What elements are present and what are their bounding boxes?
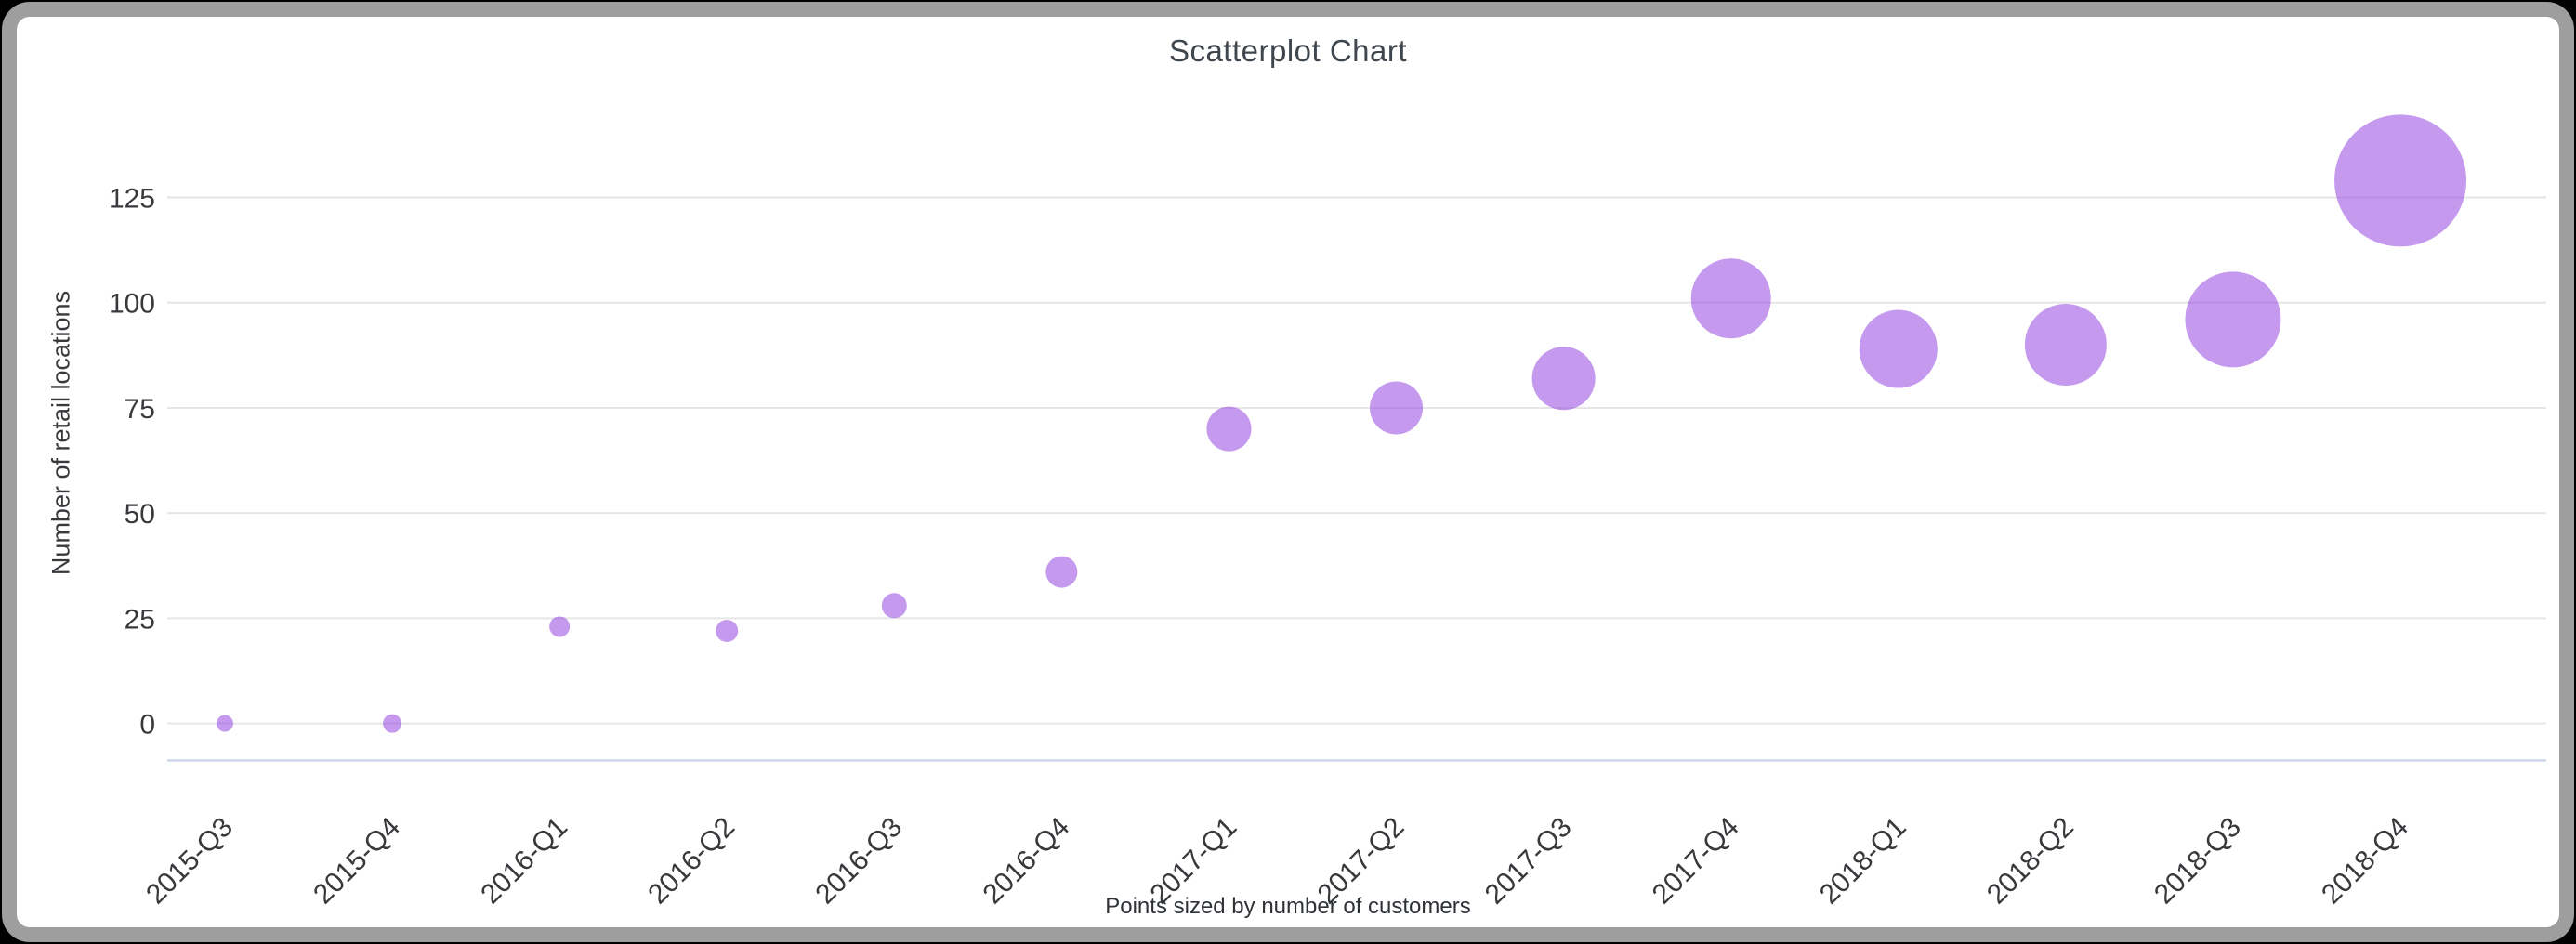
data-point[interactable] xyxy=(1045,556,1078,588)
data-point[interactable] xyxy=(1690,258,1771,339)
chart-caption: Points sized by number of customers xyxy=(1105,894,1471,919)
data-point[interactable] xyxy=(2334,114,2467,247)
y-tick-label: 125 xyxy=(109,184,155,215)
data-point[interactable] xyxy=(383,714,402,733)
data-point[interactable] xyxy=(1206,406,1252,452)
data-point[interactable] xyxy=(716,619,739,642)
data-point[interactable] xyxy=(881,593,907,619)
y-tick-label: 75 xyxy=(125,394,155,425)
data-point[interactable] xyxy=(217,715,233,732)
data-point[interactable] xyxy=(1859,309,1938,388)
data-point[interactable] xyxy=(549,616,571,637)
data-point[interactable] xyxy=(2024,304,2107,387)
y-tick-label: 50 xyxy=(125,499,155,530)
data-point[interactable] xyxy=(1370,381,1424,435)
data-point[interactable] xyxy=(2185,271,2281,368)
y-tick-label: 0 xyxy=(139,710,155,741)
y-tick-label: 100 xyxy=(109,289,155,320)
chart-title: Scatterplot Chart xyxy=(1168,33,1408,68)
data-point[interactable] xyxy=(1531,347,1596,411)
y-tick-label: 25 xyxy=(125,604,155,635)
